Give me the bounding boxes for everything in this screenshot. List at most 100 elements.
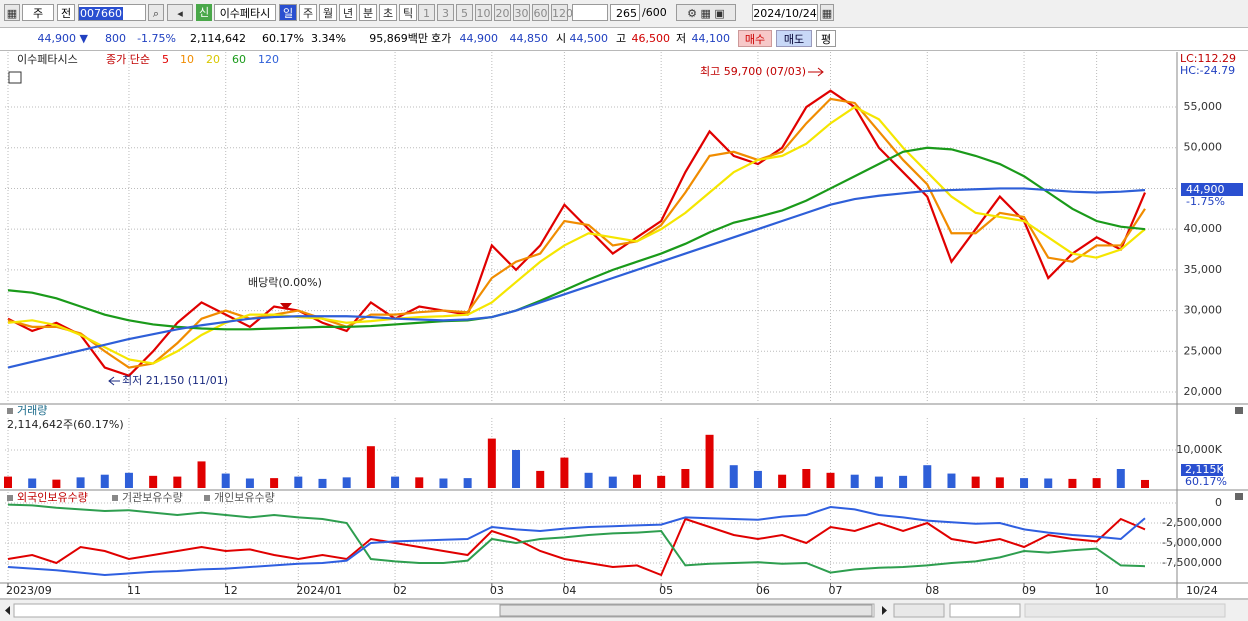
legend-swatch (112, 495, 118, 501)
series-line (7, 97, 1146, 369)
prev-button[interactable]: 전 (57, 4, 75, 21)
turnover: 3.34% (311, 32, 346, 45)
legend-entry: 60 (232, 53, 246, 66)
volume-bar (4, 476, 12, 488)
period-button[interactable]: 틱 (399, 4, 417, 21)
volume-bar (270, 478, 279, 488)
volume-bar (245, 478, 254, 488)
period-button[interactable]: 분 (359, 4, 377, 21)
period-button[interactable]: 주 (299, 4, 317, 21)
volume-bar (802, 468, 811, 488)
series-line (7, 146, 1146, 331)
last-volume-box (1181, 464, 1223, 476)
series-line (7, 517, 1146, 577)
volume-bar (826, 472, 835, 488)
series-line (7, 89, 1147, 377)
volume-bar (1044, 478, 1053, 488)
interval-input[interactable] (572, 4, 608, 21)
date-input[interactable]: 2024/10/24 (752, 4, 818, 21)
open-label: 시 (556, 32, 567, 45)
volume-bar (415, 477, 424, 488)
code-text: 007660 (79, 7, 123, 20)
avg-button[interactable]: 평 (816, 30, 836, 47)
tool-icons[interactable] (1024, 603, 1226, 618)
bid-label: 호가 (431, 32, 452, 45)
interval-button[interactable]: 60 (532, 4, 549, 21)
interval-button[interactable]: 120 (551, 4, 573, 21)
period-button[interactable]: 월 (319, 4, 337, 21)
last-volume: 2,115K (1185, 463, 1224, 476)
volume-bar (1020, 478, 1029, 488)
amount: 95,869백만 (369, 32, 428, 45)
series-line (7, 187, 1146, 369)
annotation: 배당락(0.00%) (248, 276, 322, 289)
scroll-right[interactable] (882, 606, 887, 615)
volume-bar (52, 479, 61, 488)
table-icon[interactable] (8, 71, 22, 84)
volume-bar (1141, 479, 1149, 488)
ask: 44,900 (459, 32, 499, 45)
volume-bar (584, 472, 593, 488)
legend-swatch (7, 408, 13, 414)
code-input[interactable]: 007660 (78, 4, 146, 21)
x-tick-label: 09 (1022, 584, 1036, 597)
x-tick-label: 08 (925, 584, 939, 597)
volume-bar (221, 473, 230, 488)
interval-button[interactable]: 3 (437, 4, 454, 21)
price: 44,900 ▼ (4, 30, 88, 47)
interval-button[interactable]: 20 (494, 4, 511, 21)
high-arrow (808, 67, 824, 77)
change-pct: -1.75% (137, 32, 176, 45)
interval-button[interactable]: 1 (418, 4, 435, 21)
y-tick-label: 0 (1215, 496, 1222, 509)
date-button[interactable]: ▦ (820, 4, 834, 21)
scroll-thumb[interactable] (499, 604, 873, 617)
dividend-marker (280, 303, 292, 310)
x-tick-label: 02 (393, 584, 407, 597)
volume-bar (391, 476, 400, 488)
play-controls[interactable] (893, 603, 945, 618)
legend-entry: 외국인보유수량 (17, 491, 88, 504)
sound-button[interactable]: ◂ (167, 4, 193, 21)
zoom-slider[interactable] (949, 603, 1021, 618)
interval-button[interactable]: 30 (513, 4, 530, 21)
panel-close[interactable] (1235, 493, 1243, 500)
count-input[interactable]: 265 (610, 4, 640, 21)
volume-bar (681, 468, 690, 488)
low-arrow (108, 376, 120, 386)
volume-bar (971, 476, 980, 488)
interval-button[interactable]: 10 (475, 4, 492, 21)
stock-name: 이수페타시 (214, 4, 276, 21)
last-change: -1.75% (1186, 195, 1225, 208)
volume-pct: 60.17% (262, 32, 304, 45)
max-count: /600 (642, 6, 667, 19)
buy-button[interactable]: 매수 (738, 30, 772, 47)
period-button[interactable]: 년 (339, 4, 357, 21)
search-button[interactable]: ⌕ (148, 4, 164, 21)
x-tick-label: 12 (224, 584, 238, 597)
legend-entry: 기관보유수량 (122, 491, 183, 504)
y-tick-label: 35,000 (1184, 263, 1223, 276)
panel-close[interactable] (1235, 407, 1243, 414)
volume-bar (536, 470, 545, 488)
tool-buttons[interactable]: ⚙ ▦ ▣ (676, 4, 736, 21)
menu-button[interactable]: ▦ (4, 4, 20, 21)
period-button[interactable]: 초 (379, 4, 397, 21)
x-tick-label: 10 (1095, 584, 1109, 597)
interval-button[interactable]: 5 (456, 4, 473, 21)
volume-bar (874, 476, 883, 488)
sell-button[interactable]: 매도 (776, 30, 812, 47)
volume-bar (1092, 478, 1101, 488)
lc-label: LC:112.29 (1180, 52, 1236, 65)
market-select[interactable]: 주 (22, 4, 54, 21)
volume-bar (632, 474, 641, 488)
legend-entry: 10 (180, 53, 194, 66)
period-button[interactable]: 일 (279, 4, 297, 21)
low-label: 저 (676, 32, 687, 45)
annotation: 최고 59,700 (07/03) (700, 65, 806, 78)
scroll-left[interactable] (5, 606, 10, 615)
x-tick-label: 03 (490, 584, 504, 597)
y-tick-label: 20,000 (1184, 385, 1223, 398)
volume-bar (729, 465, 738, 488)
